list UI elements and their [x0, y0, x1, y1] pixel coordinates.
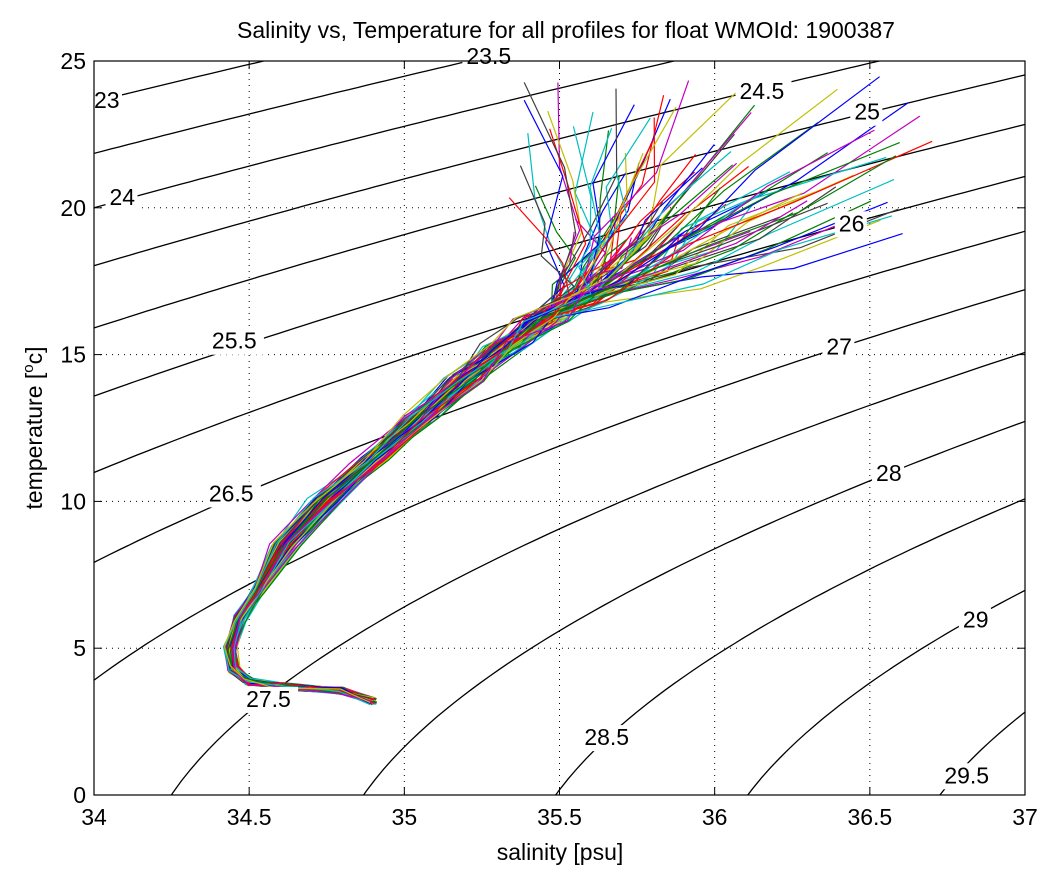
profile-line: [224, 202, 828, 699]
x-tick-label: 37: [1012, 804, 1038, 830]
density-label: 23.5: [466, 43, 511, 69]
axis-ticks: 34 34.5 35 35.5 36 36.5 37 0 5 10 15 20 25: [60, 48, 1037, 830]
density-label-bg: [462, 43, 519, 70]
density-label: 28: [876, 460, 902, 486]
density-label: 27: [826, 334, 852, 360]
density-label-bg: [90, 87, 122, 114]
y-tick-label: 5: [73, 635, 86, 661]
density-contour-line: [362, 420, 1025, 795]
x-tick-label: 35: [392, 804, 418, 830]
y-tick-label: 10: [60, 488, 86, 514]
density-label-bg: [958, 607, 991, 634]
chart-title: Salinity vs, Temperature for all profile…: [237, 17, 895, 43]
density-label: 25: [854, 99, 880, 125]
density-label: 24: [110, 184, 136, 210]
density-contour-line: [94, 74, 1025, 329]
x-tick-label: 36: [702, 804, 728, 830]
x-tick-label: 34: [81, 804, 107, 830]
density-label-bg: [207, 328, 264, 355]
x-axis-label: salinity [psu]: [497, 839, 624, 865]
x-tick-label: 34.5: [227, 804, 272, 830]
density-contour-line: [94, 61, 677, 209]
x-tick-label: 36.5: [847, 804, 892, 830]
density-label: 23: [94, 87, 120, 113]
x-tick-label: 35.5: [537, 804, 582, 830]
density-label-bg: [105, 184, 138, 211]
density-contour-line: [94, 230, 1025, 564]
y-tick-label: 15: [60, 342, 86, 368]
density-label-bg: [580, 725, 637, 752]
density-label-bg: [204, 481, 261, 508]
density-label-bg: [834, 211, 867, 238]
density-contour-line: [94, 61, 267, 103]
density-contour-line: [94, 288, 1025, 682]
y-axis-label-sup: o: [20, 364, 37, 372]
density-contour-line: [94, 61, 472, 155]
density-label: 26: [839, 210, 865, 236]
density-label-bg: [242, 686, 299, 713]
density-label: 26.5: [209, 480, 254, 506]
float-profiles: [222, 76, 933, 706]
density-label: 27.5: [246, 686, 291, 712]
density-label: 29: [963, 607, 989, 633]
y-tick-label: 0: [73, 782, 86, 808]
density-label: 25.5: [212, 328, 257, 354]
density-label: 29.5: [944, 762, 989, 788]
density-label: 28.5: [584, 724, 629, 750]
density-contour-line: [939, 711, 1025, 795]
density-label-bg: [735, 79, 792, 106]
y-tick-label: 25: [60, 48, 86, 74]
profile-line: [223, 106, 677, 703]
density-label-bg: [940, 763, 997, 790]
density-labels: 23 23.5 24 24.5 25.5 25 26 26.5 27 27.5 28 28.5 29 29…: [90, 43, 997, 790]
y-axis-label-main: temperature [: [21, 372, 47, 509]
y-tick-label: 20: [60, 195, 86, 221]
density-label-bg: [822, 334, 855, 361]
density-label: 24.5: [739, 78, 784, 104]
y-axis-label: temperature [oc]: [20, 346, 47, 509]
density-contour-line: [170, 351, 1025, 795]
density-contour-line: [94, 123, 1025, 397]
y-axis-label-tail: c]: [21, 346, 47, 364]
density-label-bg: [850, 99, 883, 126]
profile-line: [223, 173, 628, 706]
density-label-bg: [872, 460, 905, 487]
profile-line: [231, 200, 808, 702]
plot-area: 23 23.5 24 24.5 25.5 25 26 26.5 27 27.5 28 28.5 29 29…: [60, 43, 1037, 830]
density-contour-line: [746, 589, 1025, 795]
